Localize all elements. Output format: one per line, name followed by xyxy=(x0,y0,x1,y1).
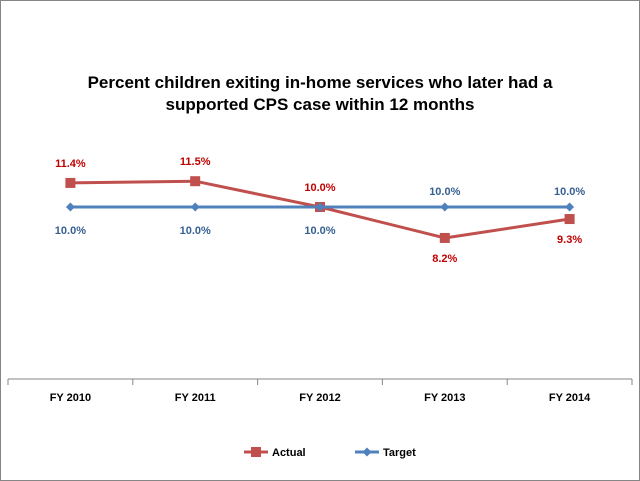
target-marker xyxy=(440,202,450,212)
target-data-label: 10.0% xyxy=(554,186,585,198)
actual-data-label: 11.5% xyxy=(180,156,211,168)
target-marker xyxy=(190,202,200,212)
x-tick-label: FY 2012 xyxy=(299,392,340,404)
actual-marker xyxy=(439,232,450,243)
x-tick-label: FY 2014 xyxy=(549,392,591,404)
target-data-label: 10.0% xyxy=(180,225,211,237)
chart-title: Percent children exiting in-home service… xyxy=(87,73,553,114)
target-marker xyxy=(362,447,372,457)
series-layer xyxy=(65,176,575,243)
legend: Actual Target xyxy=(244,447,416,459)
actual-marker xyxy=(190,176,201,187)
target-data-label: 10.0% xyxy=(55,225,86,237)
target-data-label: 10.0% xyxy=(429,186,460,198)
target-marker xyxy=(65,202,75,212)
target-marker xyxy=(315,202,325,212)
target-data-label: 10.0% xyxy=(304,225,335,237)
data-label-layer: 11.4% 11.5% 10.0% 8.2% 9.3% 10.0% 10.0% 10.0% 10… xyxy=(55,156,586,265)
actual-data-label: 8.2% xyxy=(432,253,457,265)
x-tick-label: FY 2013 xyxy=(424,392,465,404)
x-tick-label: FY 2010 xyxy=(50,392,91,404)
x-axis: FY 2010 FY 2011 FY 2012 FY 2013 FY 2014 xyxy=(7,378,633,404)
x-tick-label: FY 2011 xyxy=(175,392,216,404)
actual-data-label: 11.4% xyxy=(55,158,86,170)
actual-data-label: 10.0% xyxy=(304,182,335,194)
actual-marker xyxy=(251,447,261,457)
legend-actual-label: Actual xyxy=(272,447,306,459)
actual-marker xyxy=(65,177,76,188)
actual-data-label: 9.3% xyxy=(557,234,582,246)
actual-marker xyxy=(564,214,575,225)
target-marker xyxy=(565,202,575,212)
legend-target-label: Target xyxy=(383,447,416,459)
